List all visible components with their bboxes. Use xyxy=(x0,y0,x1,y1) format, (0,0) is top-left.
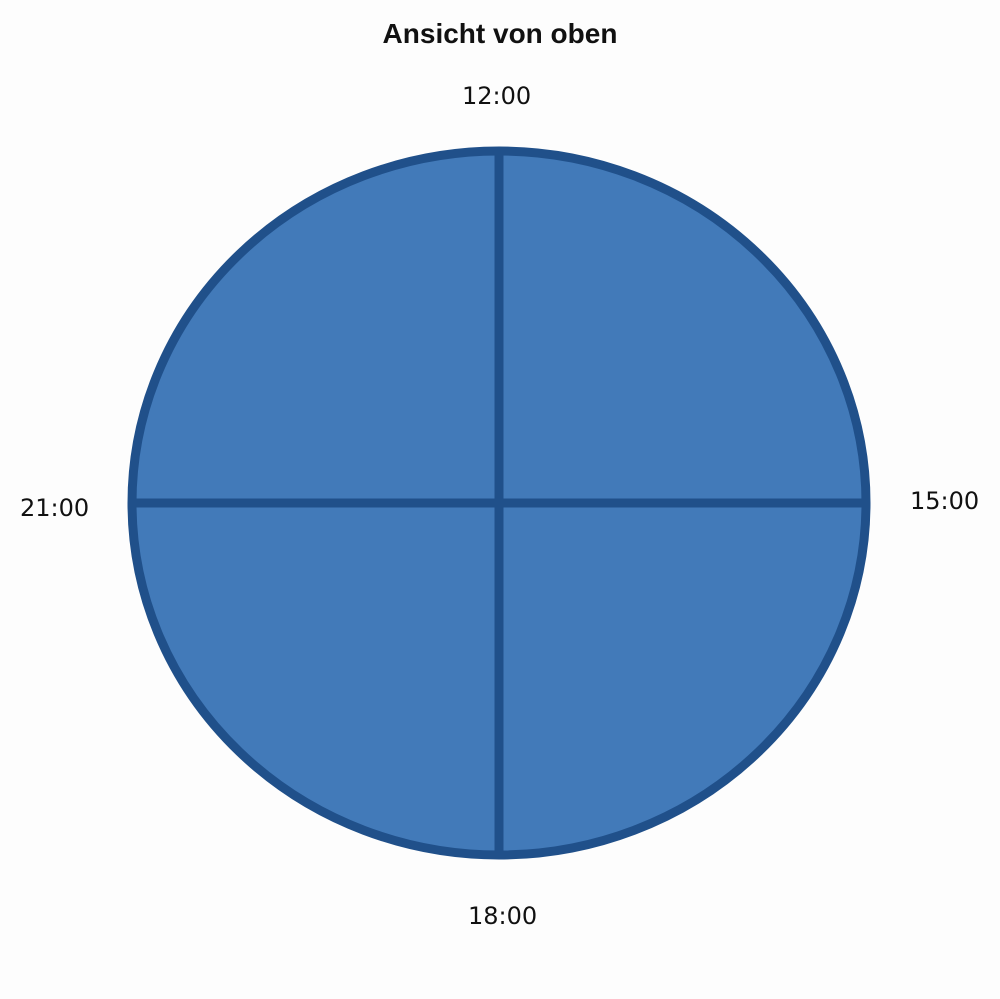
label-18: 18:00 xyxy=(468,902,538,930)
diagram-title: Ansicht von oben xyxy=(382,18,618,49)
label-15: 15:00 xyxy=(910,487,980,515)
label-12: 12:00 xyxy=(462,82,532,110)
label-21: 21:00 xyxy=(20,494,90,522)
